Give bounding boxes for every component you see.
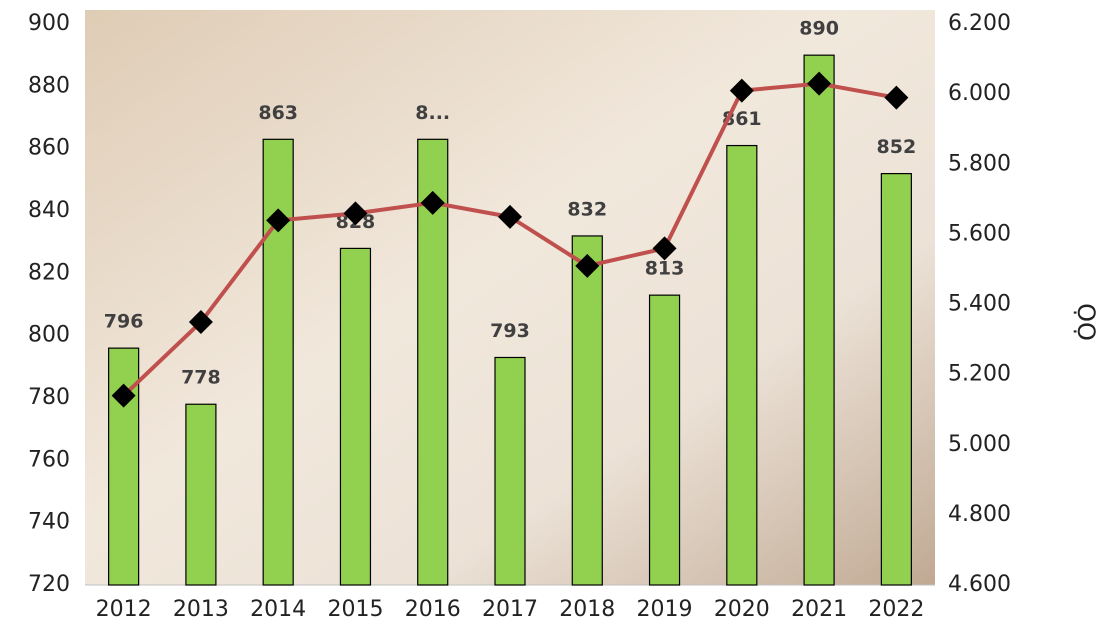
x-tick-label: 2018: [559, 597, 615, 622]
marker: [343, 201, 368, 226]
marker: [266, 208, 291, 233]
y2-tick-label: 5.400: [948, 292, 1011, 317]
x-tick-label: 2021: [791, 597, 847, 622]
data-label: 863: [258, 102, 298, 124]
y-tick-label: 820: [28, 260, 70, 285]
x-tick-label: 2019: [637, 597, 693, 622]
marker: [420, 190, 445, 215]
y-tick-label: 760: [28, 447, 70, 472]
data-label: 832: [567, 198, 607, 220]
y2-tick-label: 5.800: [948, 151, 1011, 176]
bar: [648, 294, 681, 586]
bar: [803, 54, 835, 586]
bar: [494, 356, 526, 586]
bar: [571, 235, 603, 586]
y2-tick-label: 4.800: [948, 502, 1011, 527]
marker: [111, 383, 136, 408]
y2-tick-label: 6.200: [948, 11, 1011, 36]
y2-axis-title: ỌỌ: [1072, 303, 1100, 341]
marker: [498, 204, 522, 229]
y-tick-label: 720: [28, 572, 70, 597]
y-tick-label: 740: [28, 510, 70, 535]
data-label: 793: [490, 320, 530, 342]
bar: [339, 247, 372, 586]
data-label: 8...: [415, 102, 450, 124]
marker: [807, 71, 832, 96]
x-tick-label: 2016: [405, 597, 461, 622]
x-tick-label: 2012: [96, 597, 152, 622]
marker: [884, 85, 909, 110]
y-tick-label: 800: [28, 323, 70, 348]
y2-tick-label: 5.000: [948, 432, 1011, 457]
bar: [262, 138, 294, 586]
x-tick-label: 2015: [327, 597, 383, 622]
y-tick-label: 840: [28, 198, 70, 223]
y2-tick-label: 4.600: [948, 572, 1011, 597]
data-label: 890: [799, 18, 839, 40]
data-label: 813: [645, 258, 685, 280]
marker: [188, 310, 213, 335]
marker: [575, 253, 600, 278]
x-tick-label: 2013: [173, 597, 229, 622]
data-label: 778: [181, 367, 221, 389]
x-tick-label: 2020: [714, 597, 770, 622]
bar: [185, 403, 217, 586]
y2-tick-label: 5.200: [948, 362, 1011, 387]
y2-tick-label: 5.600: [948, 221, 1011, 246]
y-tick-label: 860: [28, 136, 70, 161]
y-tick-label: 780: [28, 385, 70, 410]
x-tick-label: 2017: [482, 597, 538, 622]
data-label: 852: [877, 136, 917, 158]
x-tick-label: 2022: [868, 597, 924, 622]
data-label: 796: [104, 311, 144, 333]
x-tick-label: 2014: [250, 597, 306, 622]
y2-tick-label: 6.000: [948, 81, 1011, 106]
marker: [729, 78, 754, 103]
bar: [880, 173, 912, 586]
marker: [652, 236, 677, 261]
y-tick-label: 900: [28, 11, 70, 36]
y-tick-label: 880: [28, 73, 70, 98]
bar: [726, 144, 758, 586]
